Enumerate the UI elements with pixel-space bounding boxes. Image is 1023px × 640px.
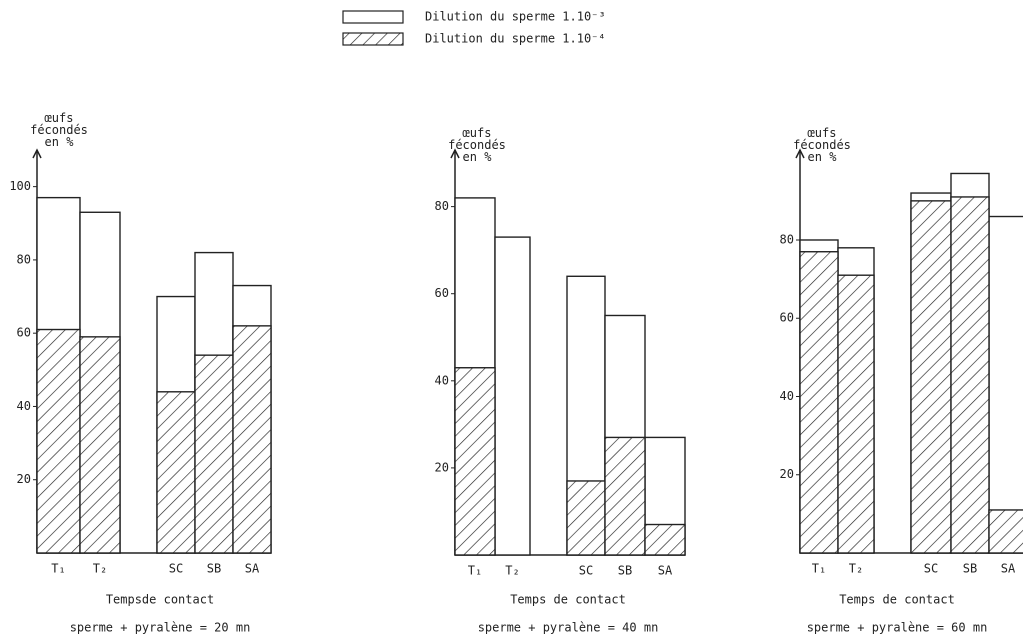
y-axis-label: œufs fécondés en % — [30, 111, 88, 149]
x-tick-label: T₂ — [505, 564, 519, 578]
y-tick-label: 80 — [17, 252, 31, 266]
x-tick-label: SA — [245, 562, 260, 576]
y-tick-label: 40 — [17, 399, 31, 413]
x-axis-label: sperme + pyralène = 60 mn — [807, 621, 988, 635]
bar — [194, 354, 234, 554]
axis-arrow — [795, 148, 805, 159]
x-tick-label: SB — [963, 562, 977, 576]
x-tick-label: T₁ — [51, 562, 65, 576]
x-tick-label: T₂ — [93, 562, 107, 576]
y-tick-label: 20 — [17, 472, 31, 486]
axis-arrow — [450, 148, 460, 159]
y-axis-label: œufs fécondés en % — [448, 126, 506, 164]
legend-swatch — [342, 32, 404, 46]
x-tick-label: SB — [618, 564, 632, 578]
x-axis-label: Temps de contact — [839, 593, 955, 607]
legend-label: Dilution du sperme 1.10⁻³ — [425, 10, 606, 24]
y-tick-label: 60 — [780, 311, 794, 325]
x-tick-label: SC — [169, 562, 183, 576]
bar — [604, 436, 646, 556]
bar — [79, 336, 121, 554]
bar — [988, 215, 1023, 554]
x-tick-label: SC — [579, 564, 593, 578]
x-axis-label: Tempsde contact — [106, 593, 214, 607]
y-tick-label: 80 — [780, 232, 794, 246]
bar — [156, 391, 196, 554]
bar — [799, 251, 839, 554]
y-tick-label: 40 — [780, 389, 794, 403]
y-axis-label: œufs fécondés en % — [793, 126, 851, 164]
y-tick-label: 20 — [435, 460, 449, 474]
y-tick-label: 60 — [435, 286, 449, 300]
bar — [910, 200, 952, 554]
legend-label: Dilution du sperme 1.10⁻⁴ — [425, 32, 606, 46]
bar — [454, 367, 496, 556]
y-tick-label: 60 — [17, 326, 31, 340]
x-tick-label: SA — [658, 564, 673, 578]
x-axis-label: sperme + pyralène = 40 mn — [478, 621, 659, 635]
x-axis-label: Temps de contact — [510, 593, 626, 607]
bar — [988, 509, 1023, 554]
bar — [837, 274, 875, 554]
x-axis-label: sperme + pyralène = 20 mn — [70, 621, 251, 635]
legend-swatch — [342, 10, 404, 24]
bar — [36, 328, 81, 554]
x-tick-label: T₁ — [812, 562, 826, 576]
y-tick-label: 20 — [780, 467, 794, 481]
bar — [494, 236, 531, 556]
x-tick-label: SB — [207, 562, 221, 576]
axis-arrow — [32, 148, 42, 159]
y-tick-label: 80 — [435, 199, 449, 213]
bar — [950, 196, 990, 554]
y-tick-label: 100 — [9, 179, 31, 193]
x-tick-label: SA — [1001, 562, 1016, 576]
x-tick-label: T₂ — [849, 562, 863, 576]
bar — [644, 523, 686, 556]
bar — [566, 480, 606, 556]
y-tick-label: 40 — [435, 373, 449, 387]
x-tick-label: T₁ — [468, 564, 482, 578]
bar — [232, 325, 272, 554]
x-tick-label: SC — [924, 562, 938, 576]
